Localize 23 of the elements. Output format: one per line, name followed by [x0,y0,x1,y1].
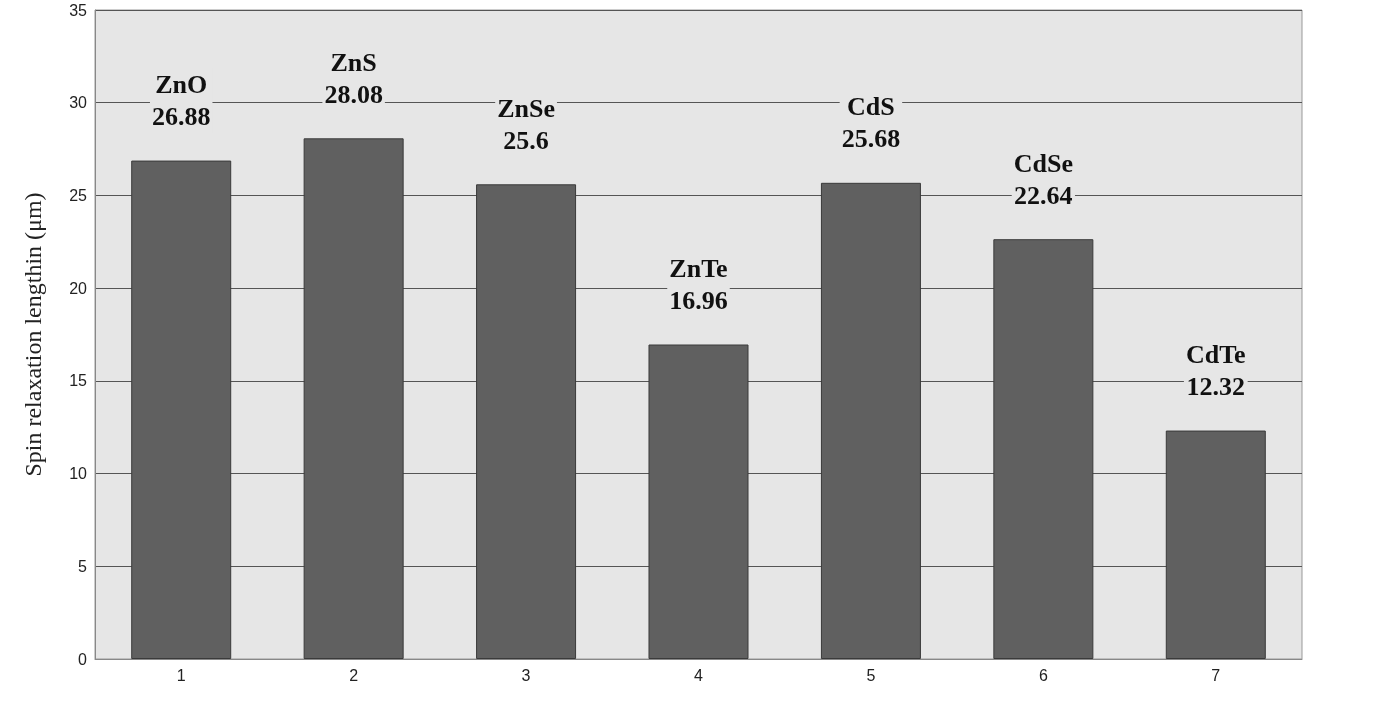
x-tick-label: 5 [866,666,876,684]
x-tick-label: 1 [176,666,186,684]
x-tick-label: 4 [694,666,704,684]
data-label: CdS 25.68 [841,92,901,154]
y-tick-label: 0 [78,650,88,668]
x-tick-label: 6 [1038,666,1048,684]
y-tick-label: 35 [69,1,88,19]
data-label: ZnO 26.88 [151,70,211,132]
data-label: ZnS 28.08 [324,47,383,109]
y-tick-label: 5 [78,557,88,575]
data-label: CdTe 12.32 [1185,340,1246,402]
x-tick-label: 3 [521,666,531,684]
y-tick-label: 20 [69,279,88,297]
data-label: ZnTe 16.96 [669,254,728,316]
y-tick-label: 15 [69,372,88,390]
y-axis-title: Spin relaxation lengthin (μm) [20,192,46,477]
y-tick-label: 10 [69,465,88,483]
x-tick-label: 2 [349,666,359,684]
x-tick-label: 7 [1211,666,1221,684]
y-tick-label: 30 [69,94,88,112]
data-label: ZnSe 25.6 [497,93,555,155]
y-tick-label: 25 [69,186,88,204]
data-label: CdSe 22.64 [1013,148,1073,210]
